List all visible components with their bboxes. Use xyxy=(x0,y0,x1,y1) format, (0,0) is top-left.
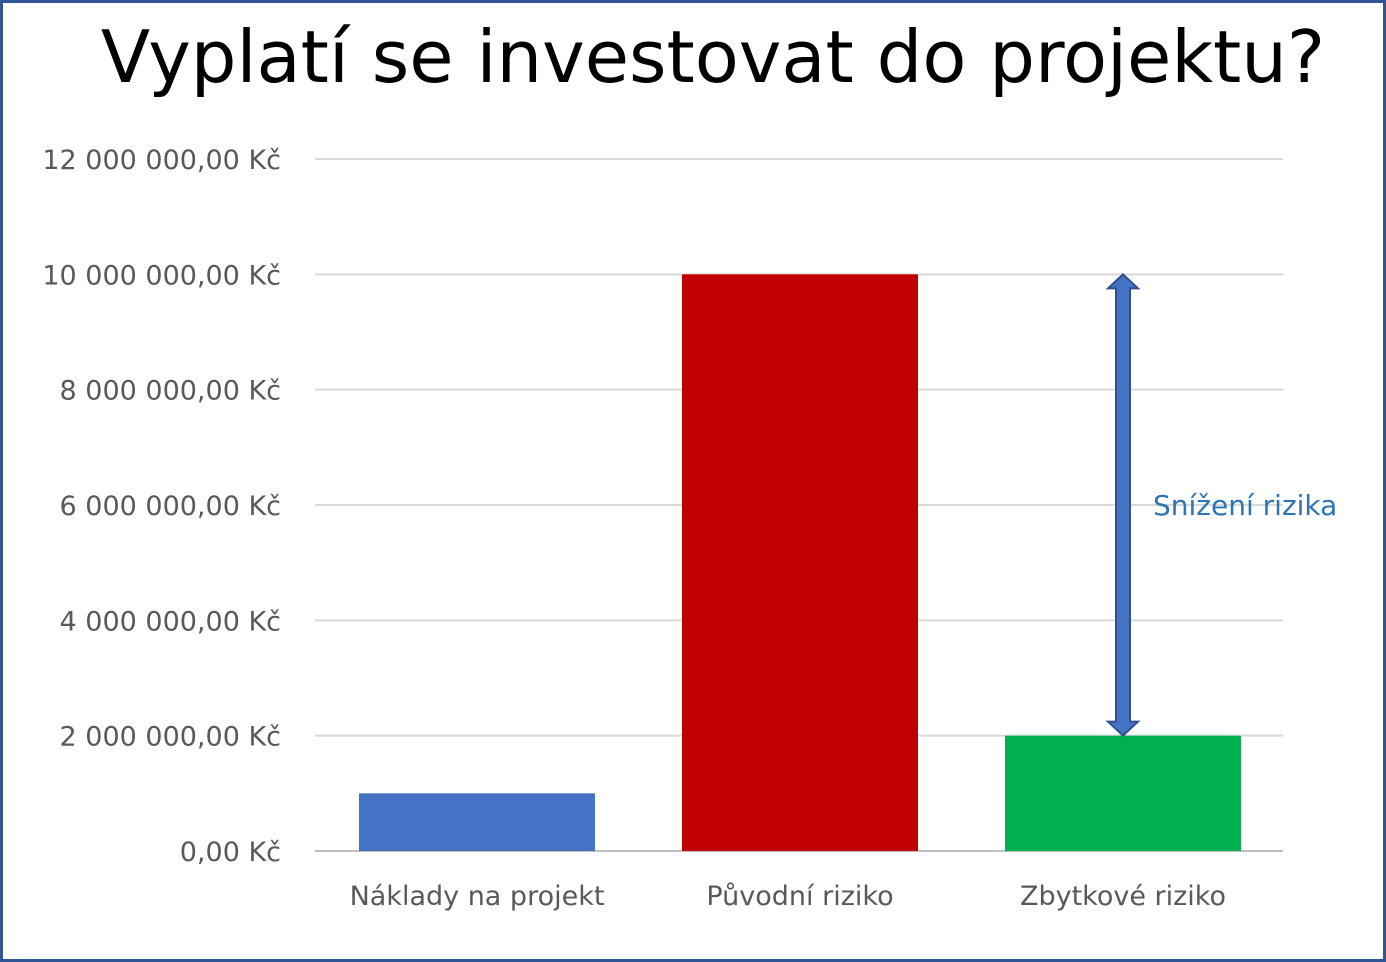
y-tick-label: 2 000 000,00 Kč xyxy=(60,722,281,753)
y-tick-label: 12 000 000,00 Kč xyxy=(42,145,281,176)
bar xyxy=(359,793,595,851)
annotation-label: Snížení rizika xyxy=(1153,489,1337,522)
risk-reduction-arrow xyxy=(1105,272,1141,738)
chart-title: Vyplatí se investovat do projektu? xyxy=(100,15,1326,99)
bar xyxy=(682,274,918,851)
y-tick-label: 4 000 000,00 Kč xyxy=(60,606,281,637)
y-tick-label: 10 000 000,00 Kč xyxy=(42,260,281,291)
x-category-label: Zbytkové riziko xyxy=(1020,881,1226,912)
bar xyxy=(1005,735,1241,851)
bar-chart: 0,00 Kč 2 000 000,00 Kč 4 000 000,00 Kč 6 0… xyxy=(42,145,1337,912)
x-category-label: Původní riziko xyxy=(706,881,893,912)
y-tick-label: 6 000 000,00 Kč xyxy=(60,491,281,522)
y-tick-label: 8 000 000,00 Kč xyxy=(60,376,281,407)
y-tick-label: 0,00 Kč xyxy=(180,837,281,868)
x-category-label: Náklady na projekt xyxy=(350,881,605,912)
